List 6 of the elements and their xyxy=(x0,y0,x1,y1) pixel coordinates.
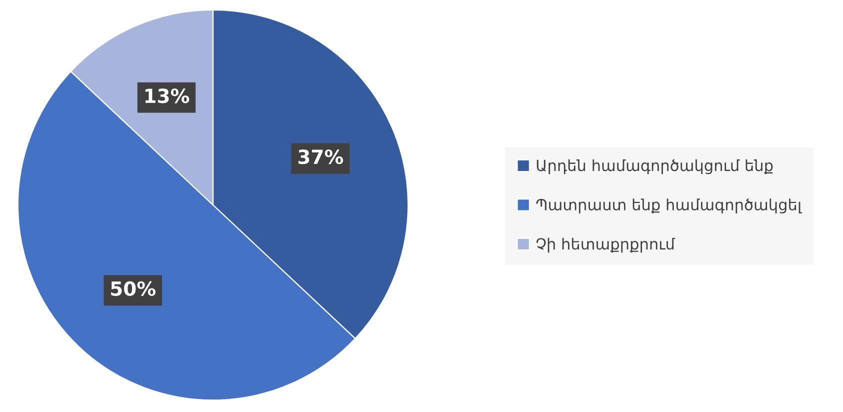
data-label: 13% xyxy=(145,88,190,104)
data-label: 50% xyxy=(111,281,156,296)
legend-label: Չի հետաքրքրում xyxy=(536,238,676,253)
data-label: 37% xyxy=(298,149,344,164)
legend-label: Արդեն համագործակցում ենք xyxy=(536,159,773,174)
legend-label: Պատրաստ ենք համագործակցել xyxy=(536,198,802,214)
